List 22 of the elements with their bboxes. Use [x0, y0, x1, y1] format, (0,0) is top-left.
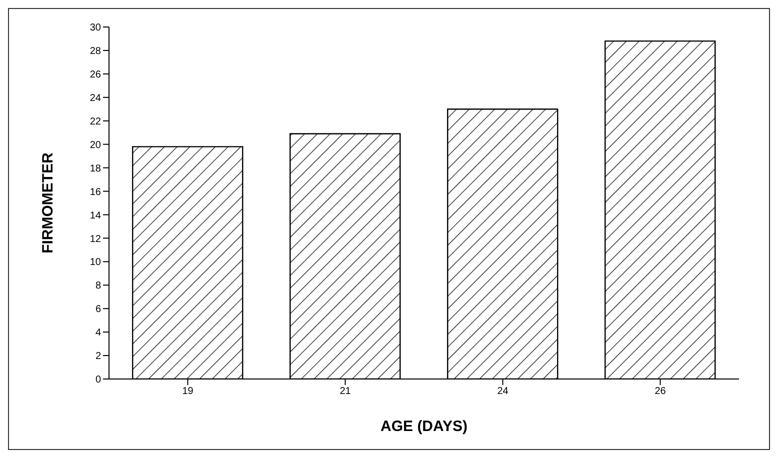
y-tick-label: 24	[90, 92, 102, 104]
y-tick-label: 18	[90, 163, 102, 174]
x-axis-title: AGE (DAYS)	[380, 418, 468, 435]
x-tick-label: 21	[340, 386, 352, 398]
y-tick-label: 14	[90, 210, 102, 222]
y-tick-label: 0	[95, 374, 102, 386]
x-tick-label: 26	[654, 386, 666, 398]
x-tick-label: 24	[497, 386, 509, 398]
y-tick-label: 16	[90, 186, 102, 198]
y-tick-label: 30	[90, 22, 102, 34]
y-tick-label: 4	[95, 328, 102, 339]
y-tick-label: 22	[90, 116, 102, 128]
y-tick-label: 2	[95, 351, 102, 362]
x-tick-label: 19	[182, 386, 194, 398]
y-tick-label: 10	[90, 257, 102, 268]
y-axis-title: FIRMOMETER	[39, 152, 56, 254]
y-tick-label: 8	[95, 280, 102, 292]
y-tick-label: 28	[90, 46, 102, 58]
y-tick-label: 20	[90, 140, 102, 151]
y-tick-label: 26	[90, 69, 102, 80]
y-tick-label: 6	[95, 304, 102, 316]
y-tick-label: 12	[90, 234, 102, 245]
